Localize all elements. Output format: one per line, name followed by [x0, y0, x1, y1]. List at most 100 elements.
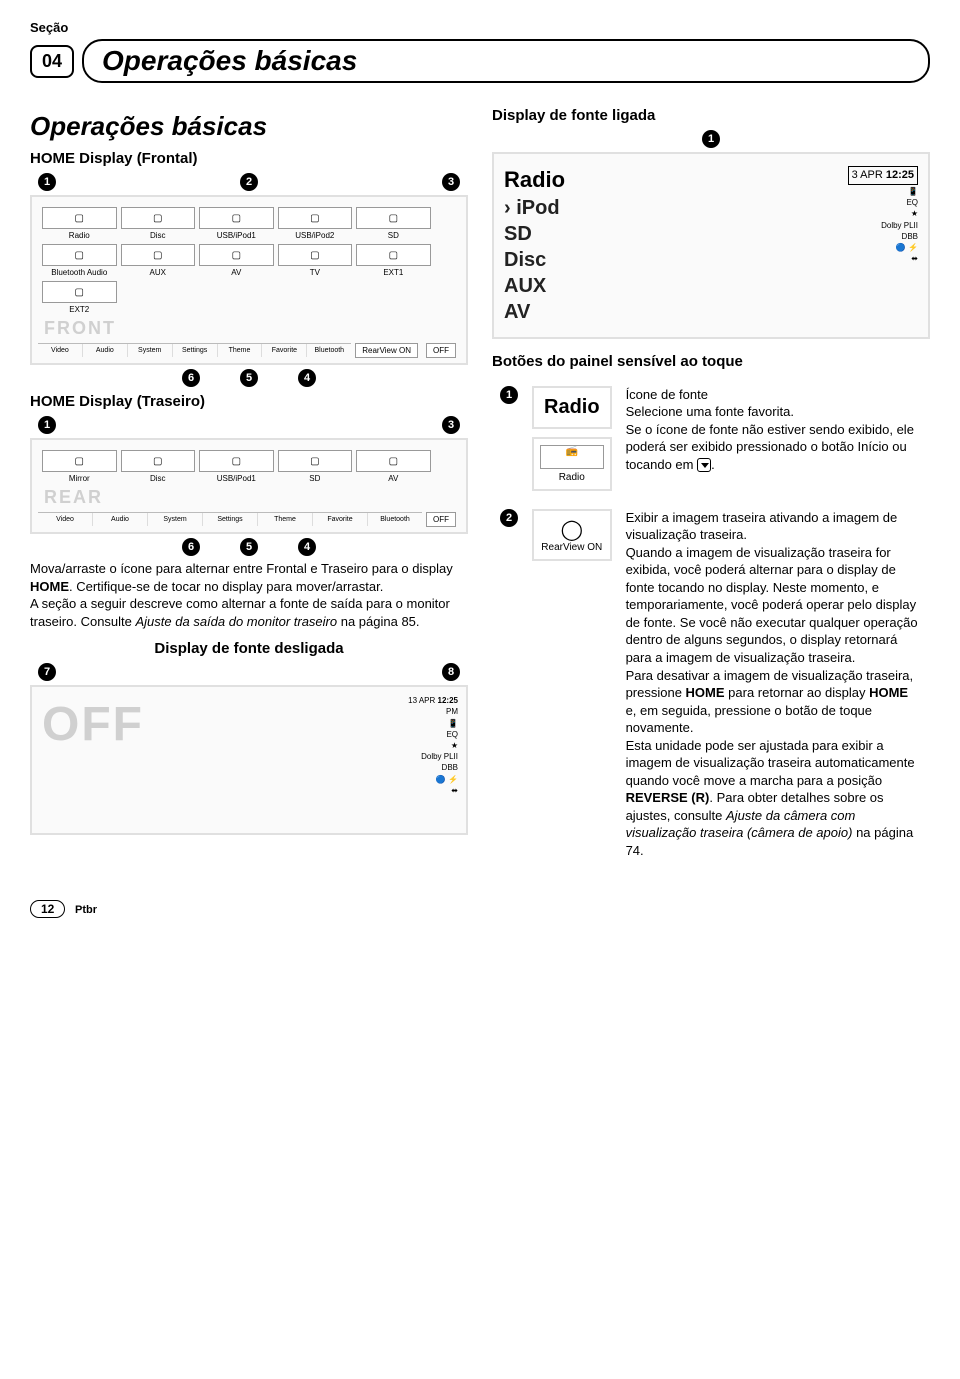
off-button[interactable]: OFF [426, 343, 456, 358]
paragraph-drag: Mova/arraste o ícone para alternar entre… [30, 560, 468, 630]
rear-display-heading: HOME Display (Traseiro) [30, 393, 468, 410]
source-item[interactable]: ▢AV [199, 244, 274, 277]
page-number: 12 [30, 900, 65, 918]
status-icon: Dolby PLII [848, 220, 918, 231]
source-item[interactable]: ▢Mirror [42, 450, 117, 483]
callouts-front-bottom: 6 5 4 [38, 369, 460, 387]
bottombar-item[interactable]: Video [38, 513, 93, 526]
page-footer: 12 Ptbr [30, 900, 930, 918]
source-item[interactable]: ▢EXT1 [356, 244, 431, 277]
off-display-heading: Display de fonte desligada [30, 640, 468, 657]
callouts-off: 7 8 [38, 663, 460, 681]
rear-display-screenshot: ▢Mirror▢Disc▢USB/iPod1▢SD▢AV REAR OFF Vi… [30, 438, 468, 534]
callout: 1 [38, 173, 56, 191]
source-item[interactable]: ▢USB/iPod1 [199, 207, 274, 240]
row-description: Ícone de fonte Selecione uma fonte favor… [620, 378, 928, 499]
source-item[interactable]: ▢USB/iPod1 [199, 450, 274, 483]
source-item[interactable]: ▢Disc [121, 450, 196, 483]
callout: 1 [500, 386, 518, 404]
callouts-rear-bottom: 6 5 4 [38, 538, 460, 556]
callout: 6 [182, 369, 200, 387]
status-icon: DBB [408, 762, 458, 773]
chapter-row: 04 Operações básicas [30, 39, 930, 83]
on-display-heading: Display de fonte ligada [492, 107, 930, 124]
source-row[interactable]: AV [504, 299, 565, 325]
callout: 4 [298, 369, 316, 387]
language-label: Ptbr [75, 904, 97, 916]
source-row[interactable]: Disc [504, 247, 565, 273]
callout: 2 [240, 173, 258, 191]
source-item[interactable]: ▢Disc [121, 207, 196, 240]
source-item[interactable]: ▢AV [356, 450, 431, 483]
status-icons: 3 APR 12:25 📱EQ★Dolby PLIIDBB🔵 ⚡⬌ [848, 166, 918, 325]
touch-buttons-table: 1 Radio 📻 Radio Ícone de fonte Selecione… [492, 376, 930, 870]
status-icon: ⬌ [408, 785, 458, 796]
source-item[interactable]: ▢SD [278, 450, 353, 483]
status-icon: EQ [848, 197, 918, 208]
bottombar-item[interactable]: Settings [203, 513, 258, 526]
status-icon: ⬌ [848, 253, 918, 264]
callout: 3 [442, 416, 460, 434]
off-big-label: OFF [42, 697, 456, 752]
callout: 5 [240, 538, 258, 556]
status-icon: ★ [848, 208, 918, 219]
status-icon: DBB [848, 231, 918, 242]
status-icon: 📱 [848, 186, 918, 197]
bottombar-item[interactable]: Settings [173, 344, 218, 357]
callouts-rear-top: 1 3 [38, 416, 460, 434]
front-display-heading: HOME Display (Frontal) [30, 150, 468, 167]
selected-source[interactable]: Radio [504, 166, 565, 195]
status-icons: 13 APR 12:25 PM 📱EQ★Dolby PLIIDBB🔵 ⚡⬌ [408, 695, 458, 796]
rearview-button[interactable]: RearView ON [355, 343, 418, 358]
bottombar-item[interactable]: Bluetooth [368, 513, 422, 526]
source-on-screenshot: Radio › iPod SD Disc AUX AV 3 APR 12:25 … [492, 152, 930, 339]
section-label: Seção [30, 20, 930, 35]
callout: 4 [298, 538, 316, 556]
status-icon: 🔵 ⚡ [848, 242, 918, 253]
source-item[interactable]: ▢USB/iPod2 [278, 207, 353, 240]
bottombar-item[interactable]: Theme [258, 513, 313, 526]
bottombar-item[interactable]: Audio [93, 513, 148, 526]
source-icon-large[interactable]: Radio [532, 386, 612, 429]
source-row[interactable]: SD [504, 221, 565, 247]
row-description: Exibir a imagem traseira ativando a imag… [620, 501, 928, 868]
front-display-screenshot: ▢Radio▢Disc▢USB/iPod1▢USB/iPod2▢SD ▢Bluet… [30, 195, 468, 365]
callout: 5 [240, 369, 258, 387]
source-item[interactable]: ▢Radio [42, 207, 117, 240]
dropdown-icon [697, 458, 711, 472]
status-icon: ★ [408, 740, 458, 751]
source-row[interactable]: AUX [504, 273, 565, 299]
page-title: Operações básicas [30, 111, 468, 142]
bottombar-item[interactable]: Theme [218, 344, 263, 357]
table-row: 1 Radio 📻 Radio Ícone de fonte Selecione… [494, 378, 928, 499]
bottombar-item[interactable]: System [128, 344, 173, 357]
off-button[interactable]: OFF [426, 512, 456, 527]
bottombar-item[interactable]: Favorite [262, 344, 307, 357]
source-item[interactable]: ▢AUX [121, 244, 196, 277]
bottombar-item[interactable]: Favorite [313, 513, 368, 526]
callout: 8 [442, 663, 460, 681]
source-item[interactable]: ▢EXT2 [42, 281, 117, 314]
bottombar-item[interactable]: Audio [83, 344, 128, 357]
callout: 1 [38, 416, 56, 434]
chapter-number: 04 [30, 45, 74, 78]
source-item[interactable]: ▢SD [356, 207, 431, 240]
status-icon: EQ [408, 729, 458, 740]
status-icon: 📱 [408, 718, 458, 729]
callouts-front-top: 1 2 3 [38, 173, 460, 191]
bottombar-item[interactable]: Video [38, 344, 83, 357]
source-item[interactable]: ▢TV [278, 244, 353, 277]
right-column: Display de fonte ligada 1 Radio › iPod S… [492, 101, 930, 870]
source-row[interactable]: › iPod [504, 195, 565, 221]
source-item[interactable]: ▢Bluetooth Audio [42, 244, 117, 277]
table-row: 2 ◯ RearView ON Exibir a imagem traseira… [494, 501, 928, 868]
callout: 6 [182, 538, 200, 556]
callout: 7 [38, 663, 56, 681]
mode-label-front: FRONT [44, 318, 460, 339]
source-icon-small[interactable]: 📻 Radio [532, 437, 612, 491]
callout: 1 [702, 130, 720, 148]
bottombar-item[interactable]: System [148, 513, 203, 526]
status-icon: Dolby PLII [408, 751, 458, 762]
rearview-icon-box[interactable]: ◯ RearView ON [532, 509, 612, 561]
bottombar-item[interactable]: Bluetooth [307, 344, 351, 357]
